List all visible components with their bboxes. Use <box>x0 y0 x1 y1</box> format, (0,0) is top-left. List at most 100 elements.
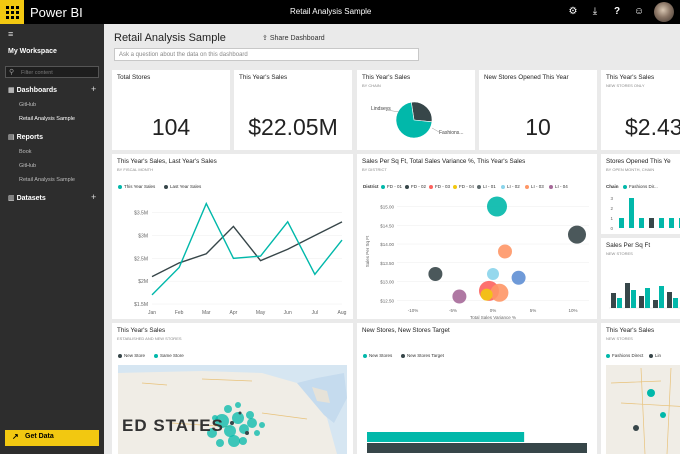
top-bar: Power BI Retail Analysis Sample ⚙ ⤓ ? ☺ <box>0 0 680 24</box>
map-visual: ED STATES <box>118 365 347 454</box>
kpi-value: 10 <box>525 114 551 140</box>
tile-subtitle: ESTABLISHED AND NEW STORES <box>117 336 182 341</box>
legend-district-item: FD - 01 <box>381 184 402 189</box>
legend-district-item: LI - 02 <box>501 184 520 189</box>
bubble-point <box>568 225 586 244</box>
legend-this-year: This Year Sales <box>118 184 155 189</box>
kpi-value: $2.43 <box>625 114 680 140</box>
tile-stores-opened[interactable]: Stores Opened This Ye BY OPEN MONTH, CHA… <box>601 154 680 234</box>
map-visual <box>606 365 680 454</box>
settings-icon[interactable]: ⚙ <box>568 6 578 17</box>
sidebar-item-book[interactable]: Book <box>19 149 32 155</box>
legend-new-store: New Store <box>118 353 145 358</box>
y-tick-label: 0 <box>610 226 613 231</box>
x-tick-label: Jun <box>284 310 292 316</box>
bubble-point <box>498 244 512 259</box>
tile-bubble-chart[interactable]: Sales Per Sq Ft, Total Sales Variance %,… <box>357 154 597 319</box>
x-tick-label: -5% <box>449 308 457 313</box>
legend-lindseys: Lin <box>649 353 661 358</box>
legend-district-item: LI - 01 <box>477 184 496 189</box>
pie-slice <box>410 101 433 123</box>
tile-line-chart[interactable]: This Year's Sales, Last Year's Sales BY … <box>112 154 353 319</box>
document-title: Retail Analysis Sample <box>290 7 372 16</box>
tile-title: This Year's Sales <box>239 74 288 81</box>
tile-this-years-sales[interactable]: This Year's Sales $22.05M <box>234 70 352 150</box>
add-dashboard-icon[interactable]: + <box>91 84 97 94</box>
collapse-menu-icon[interactable]: ≡ <box>8 29 14 39</box>
legend-district-item: FD - 02 <box>405 184 426 189</box>
map-country-label: ED STATES <box>122 416 224 435</box>
x-tick-label: Jan <box>148 310 156 316</box>
x-axis-label: Total Sales Variance % <box>470 315 516 319</box>
legend-district-item: FD - 04 <box>453 184 474 189</box>
tile-sales-by-chain[interactable]: This Year's Sales BY CHAIN Lindseys Fashi… <box>357 70 475 150</box>
tile-title: Stores Opened This Ye <box>606 158 671 165</box>
y-tick-label: $12.50 <box>380 298 394 303</box>
tile-sales-map[interactable]: This Year's Sales ESTABLISHED AND NEW ST… <box>112 323 353 454</box>
bubble-point <box>480 288 493 301</box>
legend-district-item: LI - 03 <box>525 184 544 189</box>
datasets-section[interactable]: ▥ Datasets <box>8 194 46 202</box>
add-dataset-icon[interactable]: + <box>91 192 97 202</box>
y-tick-label: 1 <box>610 216 613 221</box>
legend-new-stores: New Stores <box>363 353 392 358</box>
sidebar-item-github-report[interactable]: GitHub <box>19 163 37 169</box>
column-chart: 3 2 1 0 <box>610 196 680 231</box>
column-bar <box>629 198 634 228</box>
column-bar <box>649 218 654 228</box>
get-data-button[interactable]: ↗ Get Data <box>5 430 99 446</box>
x-tick-label: Apr <box>230 310 238 316</box>
y-tick-label: $14.50 <box>380 223 394 228</box>
x-tick-label: 0% <box>490 308 497 313</box>
bubble-chart: $15.00 $14.50 $14.00 $13.50 $13.00 $12.50 -10%… <box>365 196 589 319</box>
dashboard-icon: ▦ <box>8 87 15 94</box>
qa-input[interactable]: Ask a question about the data on this da… <box>114 48 419 61</box>
help-icon[interactable]: ? <box>613 6 621 17</box>
x-tick-label: May <box>256 310 266 316</box>
reports-label: Reports <box>16 134 44 141</box>
filter-input[interactable]: ⚲ Filter content <box>5 66 99 78</box>
bubble-point <box>490 283 509 302</box>
horizontal-bar <box>367 432 525 442</box>
legend-label: District <box>363 184 379 189</box>
get-data-label: Get Data <box>25 433 54 440</box>
tile-sales-per-sqft[interactable]: Sales Per Sq Ft NEW STORES <box>601 238 680 319</box>
tile-subtitle: BY FISCAL MONTH <box>117 167 154 172</box>
reports-section[interactable]: ▤ Reports <box>8 133 43 141</box>
y-tick-label: $15.00 <box>380 205 394 210</box>
tile-new-stores-opened[interactable]: New Stores Opened This Year 10 <box>479 70 597 150</box>
app-name: Power BI <box>30 5 83 20</box>
sidebar-item-retail-dashboard[interactable]: Retail Analysis Sample <box>19 116 75 122</box>
series-line <box>151 221 343 278</box>
sidebar: ≡ My Workspace ⚲ Filter content ▦ Dashbo… <box>0 24 104 454</box>
tile-title: This Year's Sales <box>117 327 166 334</box>
tile-title: Sales Per Sq Ft, Total Sales Variance %,… <box>362 158 526 165</box>
tile-subtitle: NEW STORES <box>606 251 633 256</box>
tile-title: Sales Per Sq Ft <box>606 242 651 249</box>
tile-new-stores-target[interactable]: New Stores, New Stores Target New Stores… <box>357 323 597 454</box>
tile-subtitle: BY DISTRICT <box>362 167 387 172</box>
my-workspace[interactable]: My Workspace <box>8 48 57 55</box>
tile-sales-new-stores[interactable]: This Year's Sales NEW STORES ONLY $2.43 <box>601 70 680 150</box>
download-icon[interactable]: ⤓ <box>592 6 598 17</box>
x-tick-label: 5% <box>530 308 537 313</box>
legend-last-year: Last Year Sales <box>164 184 201 189</box>
sidebar-item-github-dashboard[interactable]: GitHub <box>19 102 37 108</box>
share-dashboard-button[interactable]: ⇪ Share Dashboard <box>262 34 325 42</box>
feedback-icon[interactable]: ☺ <box>633 6 645 17</box>
app-launcher-icon[interactable] <box>0 0 24 24</box>
avatar[interactable] <box>654 2 674 22</box>
report-icon: ▤ <box>8 134 15 141</box>
legend-district-item: LI - 04 <box>549 184 568 189</box>
kpi-value: 104 <box>151 114 191 140</box>
tile-subtitle: NEW STORES ONLY <box>606 83 645 88</box>
tile-total-stores[interactable]: Total Stores 104 <box>112 70 230 150</box>
sidebar-item-retail-report[interactable]: Retail Analysis Sample <box>19 177 75 183</box>
dashboards-section[interactable]: ▦ Dashboards <box>8 86 57 94</box>
tile-sales-new-map[interactable]: This Year's Sales NEW STORES Fashions Di… <box>601 323 680 454</box>
tile-subtitle: BY CHAIN <box>362 83 381 88</box>
y-tick-label: $13.00 <box>380 280 394 285</box>
y-tick-label: 3 <box>610 196 613 201</box>
slice-label: Fashions... <box>439 130 463 136</box>
